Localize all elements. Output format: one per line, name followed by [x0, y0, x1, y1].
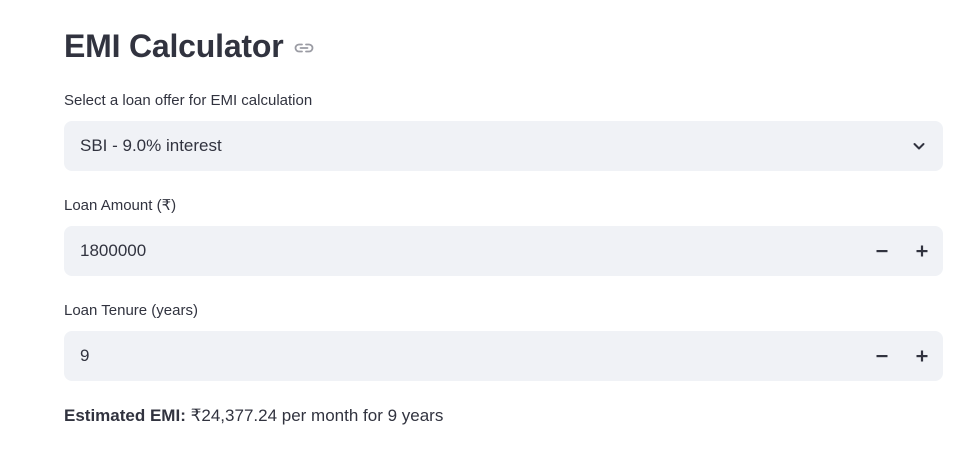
- link-icon[interactable]: [293, 41, 315, 55]
- loan-tenure-label: Loan Tenure (years): [64, 302, 198, 319]
- loan-tenure-input[interactable]: [64, 331, 844, 381]
- loan-tenure-increment-button[interactable]: [902, 336, 942, 376]
- page-title: EMI Calculator: [64, 28, 284, 64]
- loan-offer-select[interactable]: SBI - 9.0% interest: [64, 121, 943, 171]
- loan-offer-selected-value: SBI - 9.0% interest: [80, 136, 222, 155]
- minus-icon: [876, 250, 888, 253]
- plus-icon: [916, 350, 928, 362]
- chevron-down-icon: [911, 138, 927, 154]
- loan-amount-decrement-button[interactable]: [862, 231, 902, 271]
- estimated-emi-label: Estimated EMI:: [64, 406, 186, 425]
- minus-icon: [876, 355, 888, 358]
- loan-tenure-stepper: [64, 331, 943, 381]
- loan-amount-label: Loan Amount (₹): [64, 197, 177, 214]
- plus-icon: [916, 245, 928, 257]
- loan-offer-label: Select a loan offer for EMI calculation: [64, 92, 313, 109]
- loan-amount-increment-button[interactable]: [902, 231, 942, 271]
- title-row: EMI Calculator: [64, 26, 315, 66]
- loan-amount-input[interactable]: [64, 226, 844, 276]
- estimated-emi-result: Estimated EMI: ₹24,377.24 per month for …: [64, 405, 443, 427]
- loan-amount-stepper: [64, 226, 943, 276]
- loan-tenure-decrement-button[interactable]: [862, 336, 902, 376]
- estimated-emi-text: ₹24,377.24 per month for 9 years: [185, 406, 444, 425]
